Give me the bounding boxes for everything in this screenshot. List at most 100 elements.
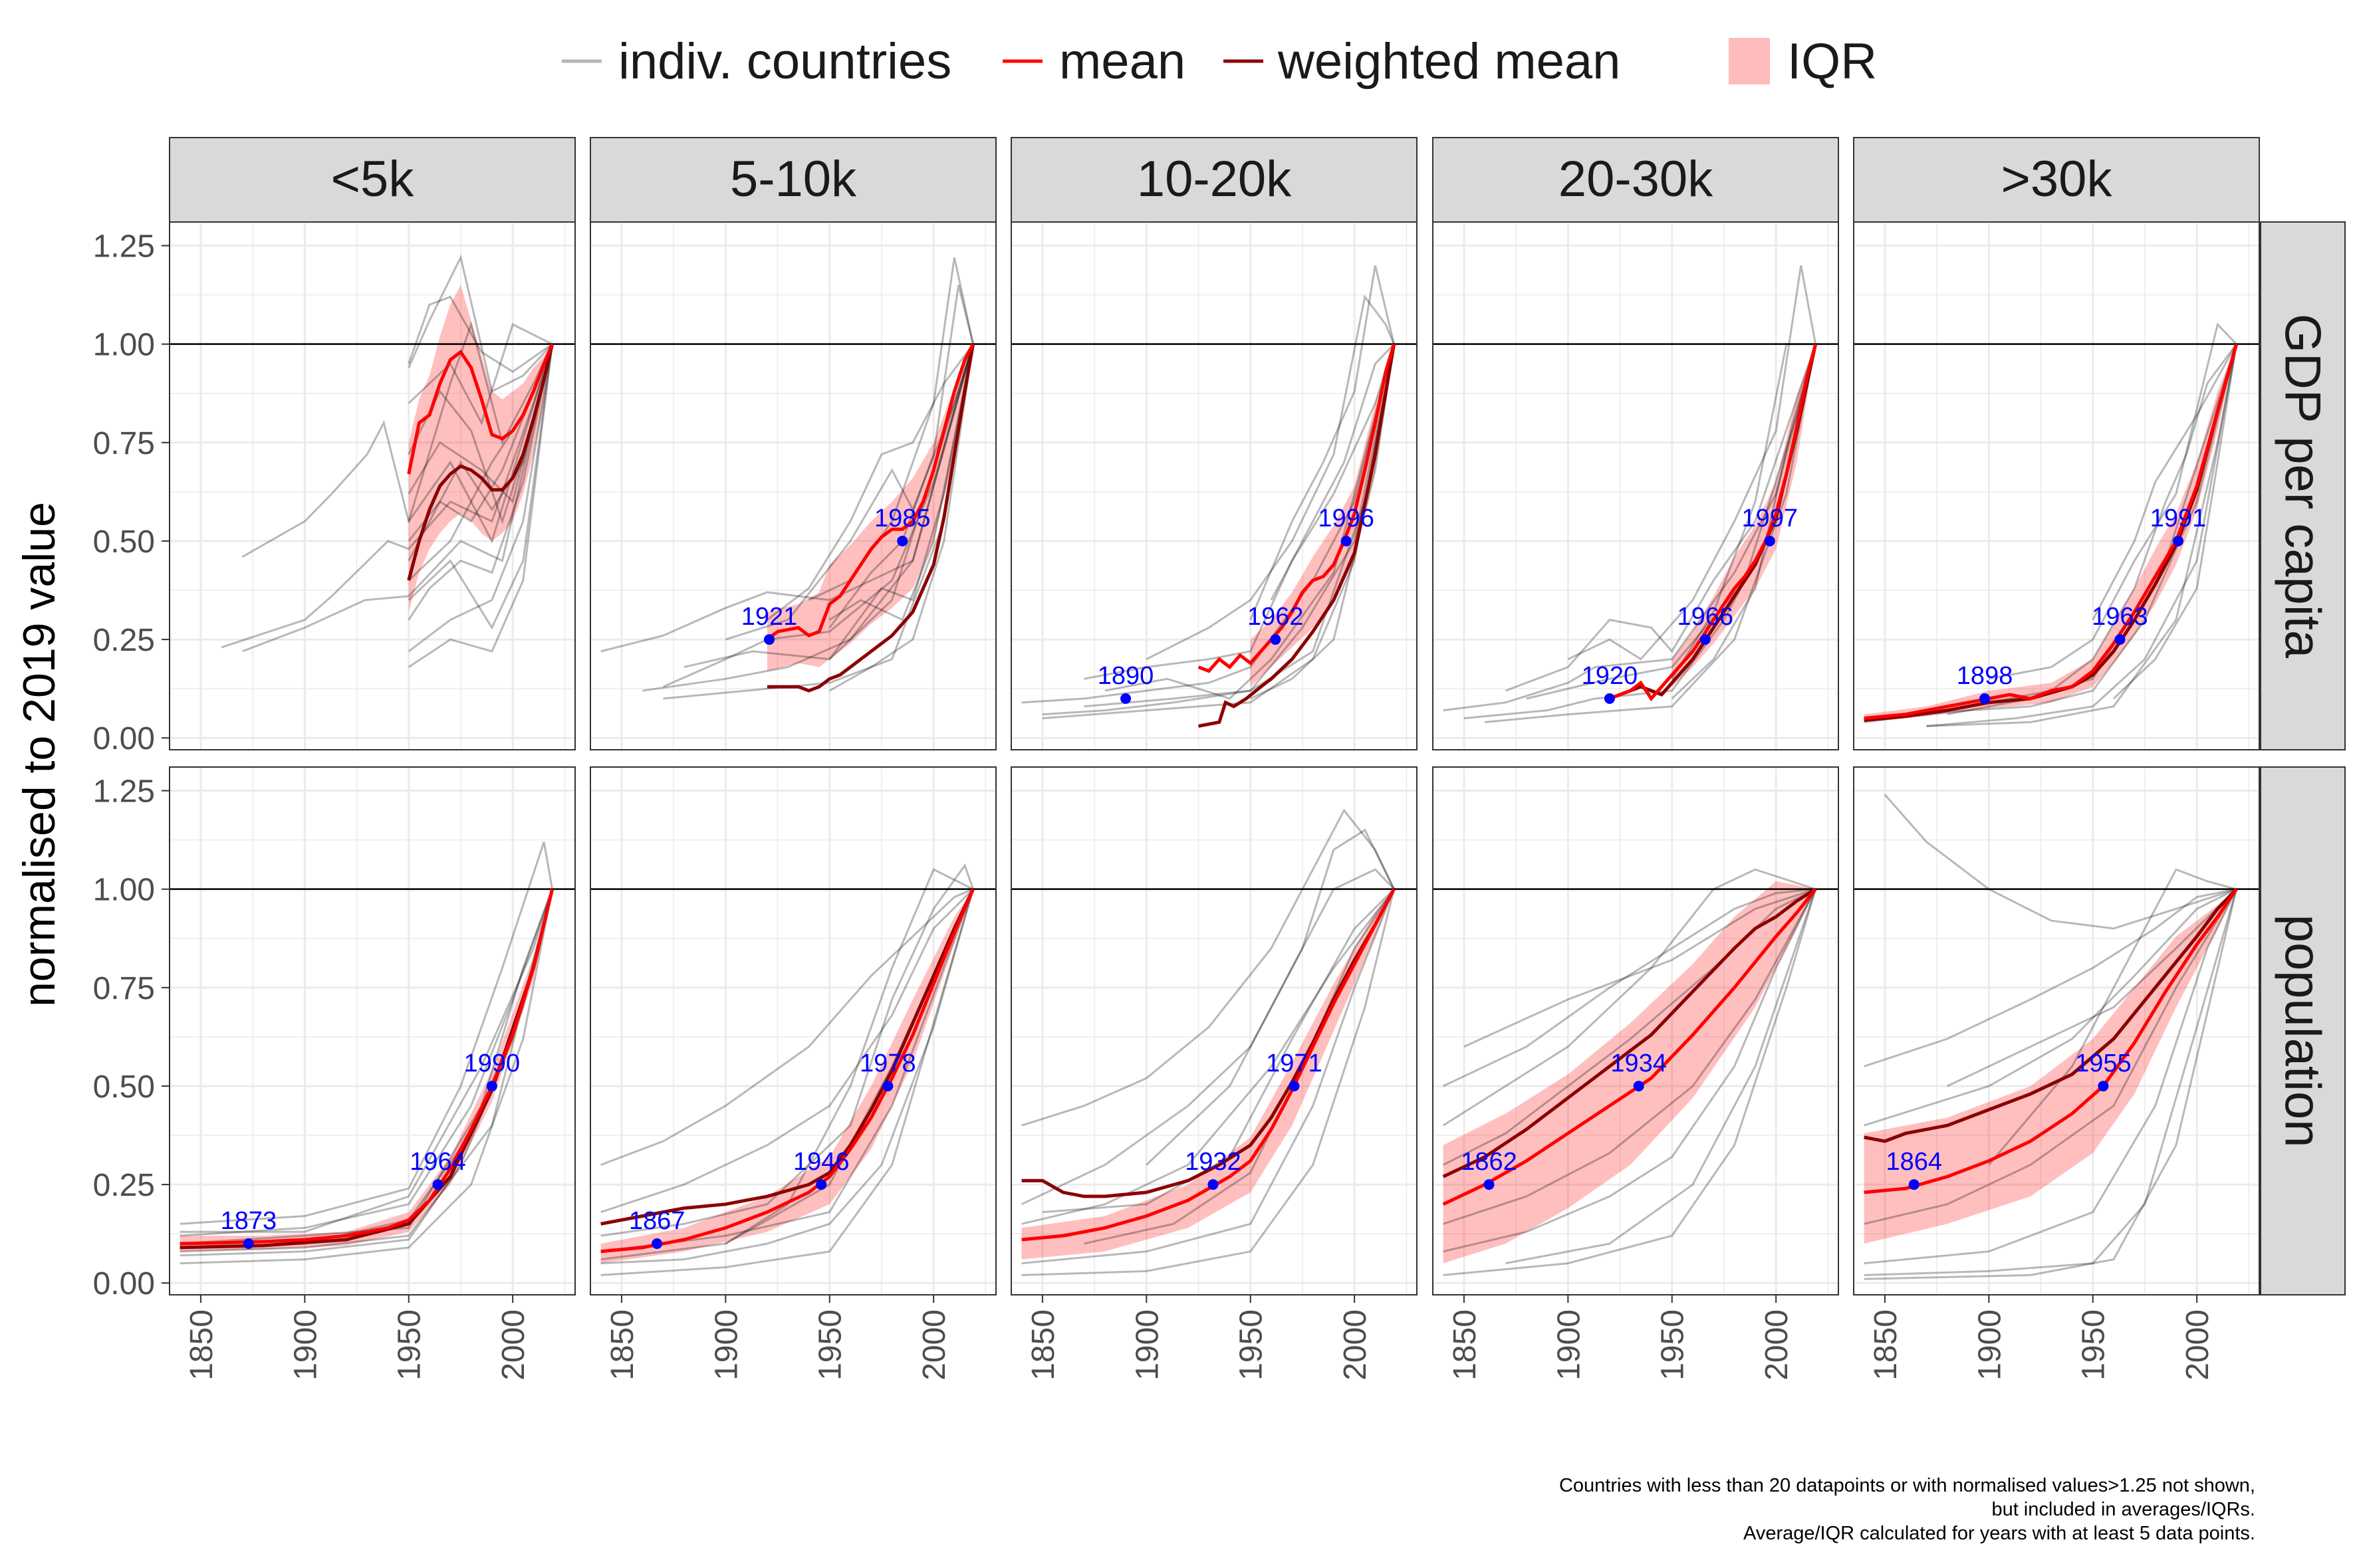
x-tick-label: 2000: [1759, 1309, 1795, 1381]
facet-strip-column: [169, 137, 576, 223]
footnote-line-3: Average/IQR calculated for years with at…: [1743, 1523, 2255, 1544]
weighted-mean-line: [767, 344, 975, 693]
country-line: [1505, 889, 1817, 1265]
y-axis-label: normalised to 2019 value: [14, 502, 64, 1007]
x-tick-label: 2000: [2180, 1309, 2215, 1381]
milestone-marker: [1340, 535, 1352, 546]
milestone-marker: [1604, 693, 1615, 704]
panel-border: [590, 221, 997, 750]
facet-panel: 1920 1966 1997: [1432, 221, 1839, 750]
country-line: [1989, 322, 2237, 680]
country-line: [828, 344, 975, 660]
x-tick-label: 1850: [1868, 1309, 1904, 1381]
y-tick-label: 0.25: [93, 1168, 155, 1203]
panel-border: [1432, 766, 1839, 1295]
milestone-label: 1978: [860, 1050, 916, 1077]
y-tick-label: 0.50: [93, 524, 155, 560]
y-tick-label: 1.25: [93, 229, 155, 265]
iqr-band: [1864, 889, 2237, 1244]
facet-strip-column-label: <5k: [331, 151, 415, 207]
country-line: [828, 344, 975, 621]
country-line: [808, 257, 975, 602]
country-line: [600, 889, 975, 1276]
milestone-label: 1946: [793, 1148, 850, 1176]
country-line: [180, 841, 554, 1225]
milestone-label: 1962: [1247, 603, 1304, 631]
milestone-label: 1864: [1886, 1148, 1942, 1176]
facet-panel: 1862 1934 1850 1900 1950 2000: [1432, 766, 1839, 1381]
x-tick-label: 1950: [1234, 1309, 1269, 1381]
facet-strip-column: [1432, 137, 1839, 223]
y-tick-label: 1.25: [93, 774, 155, 810]
country-line: [725, 868, 974, 1245]
country-line: [1567, 265, 1817, 661]
country-line: [1104, 344, 1396, 700]
country-line: [1443, 888, 1816, 1225]
facet-strip-column-label: >30k: [2001, 151, 2113, 207]
country-line: [1864, 889, 2238, 1276]
milestone-label: 1997: [1741, 504, 1798, 532]
country-line: [1442, 888, 1816, 1087]
weighted-mean-line: [600, 888, 975, 1226]
weighted-mean-line: [1864, 887, 2238, 1143]
milestone-label: 1932: [1185, 1148, 1241, 1176]
milestone-label: 1873: [221, 1207, 277, 1235]
country-line: [1270, 343, 1395, 601]
facet-panel: 1921 1985: [590, 221, 997, 750]
country-line: [1864, 889, 2237, 1265]
country-line: [408, 344, 554, 630]
facet-panel: 1867 1946 1978 1850 1900 1950 2000: [590, 766, 997, 1381]
milestone-label: 1963: [2092, 603, 2148, 631]
country-line: [1463, 888, 1816, 1048]
panel-plot-area: 1932 1971: [1011, 808, 1417, 1276]
country-line: [1146, 294, 1395, 661]
country-line: [1526, 344, 1817, 700]
footnote-line-1: Countries with less than 20 datapoints o…: [1559, 1475, 2255, 1496]
panel-background: [1854, 222, 2259, 750]
panel-background: [1433, 222, 1838, 750]
weighted-mean-line: [407, 344, 555, 581]
country-line: [1146, 868, 1395, 1166]
panel-plot-area: 1921 1985: [590, 257, 996, 700]
country-line: [1505, 344, 1817, 692]
y-tick-label: 1.00: [93, 873, 155, 908]
facet-strip-column-label: 20-30k: [1558, 151, 1713, 207]
x-tick-label: 2000: [496, 1309, 531, 1381]
milestone-marker: [652, 1238, 663, 1249]
x-tick-label: 1900: [1130, 1309, 1165, 1381]
facet-strip-row-label: GDP per capita: [2275, 314, 2331, 659]
country-line: [642, 344, 975, 692]
country-line: [180, 889, 554, 1237]
x-tick-label: 1850: [184, 1309, 219, 1381]
country-line: [766, 343, 974, 621]
milestone-marker: [2114, 634, 2126, 645]
country-line: [600, 889, 975, 1265]
milestone-marker: [1120, 693, 1132, 704]
x-tick-label: 1950: [2076, 1309, 2112, 1381]
milestone-marker: [1764, 535, 1775, 546]
country-line: [1443, 889, 1817, 1276]
iqr-band: [1443, 881, 1816, 1264]
x-tick-label: 1950: [392, 1309, 428, 1381]
panel-background: [590, 767, 996, 1295]
milestone-label: 1991: [2150, 504, 2207, 532]
country-line: [1864, 889, 2238, 1280]
legend: indiv. countries mean weighted mean IQR: [562, 33, 1877, 90]
x-tick-label: 1900: [288, 1309, 323, 1381]
footnote: Countries with less than 20 datapoints o…: [1559, 1475, 2255, 1544]
panel-grid: [1011, 222, 1417, 750]
milestone-marker: [897, 535, 908, 546]
legend-key-iqr: [1729, 38, 1770, 84]
country-line: [2092, 343, 2237, 621]
panel-grid: [170, 222, 575, 750]
panel-border: [1853, 766, 2260, 1295]
country-line: [180, 889, 554, 1253]
milestone-marker: [432, 1179, 443, 1190]
country-line: [600, 888, 974, 1214]
mean-line: [1864, 888, 2238, 1194]
country-line: [408, 344, 554, 653]
country-line: [241, 344, 554, 558]
country-line: [600, 888, 974, 1166]
country-line: [662, 344, 975, 688]
country-line: [180, 889, 554, 1245]
